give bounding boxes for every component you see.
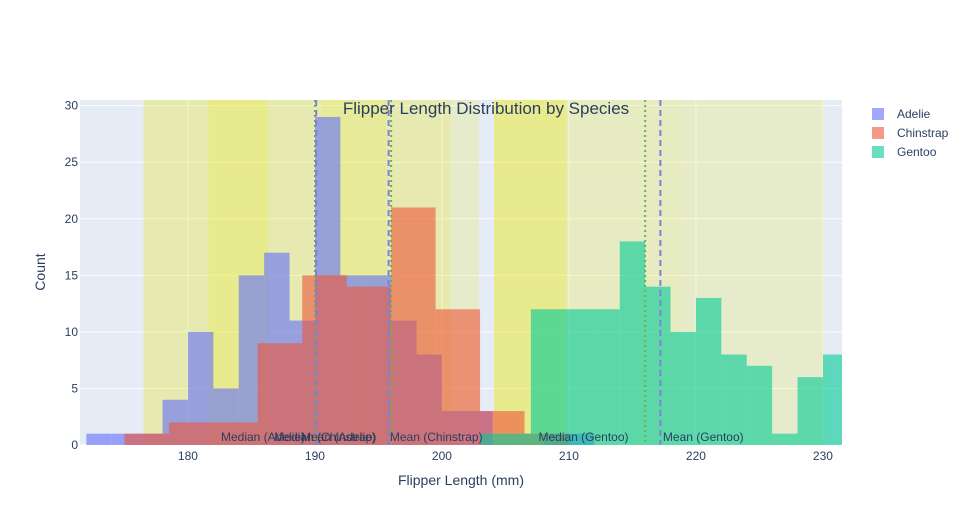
y-tick-label: 5 [71,381,78,395]
bar-chinstrap[interactable] [124,433,169,445]
bar-gentoo[interactable] [772,433,798,445]
legend-label: Adelie [897,107,931,121]
legend-swatch [872,108,884,120]
x-tick-label: 190 [305,449,325,463]
reference-line-label: Median (Chinstrap) [274,430,376,444]
x-axis-ticks: 180 190 200 210 220 230 [178,449,833,463]
bar-gentoo[interactable] [670,331,696,445]
bar-gentoo[interactable] [645,286,671,445]
x-tick-label: 220 [686,449,706,463]
histogram-bars [86,116,842,445]
bar-gentoo[interactable] [721,354,747,445]
legend-item-adelie[interactable]: Adelie [872,107,931,121]
bar-chinstrap[interactable] [302,275,347,445]
bar-chinstrap[interactable] [391,207,436,445]
bar-chinstrap[interactable] [213,422,258,445]
x-tick-label: 210 [559,449,579,463]
reference-line-label: Mean (Adelie) [301,430,376,444]
chart-title: Flipper Length Distribution by Species [343,99,629,118]
y-tick-label: 20 [65,212,79,226]
bar-chinstrap[interactable] [346,286,392,445]
reference-line-labels: Median (Adelie)Median (Chinstrap)Mean (A… [221,430,744,444]
y-tick-label: 15 [65,268,79,282]
bar-gentoo[interactable] [746,365,773,445]
bar-chinstrap[interactable] [168,422,214,445]
reference-line-label: Mean (Gentoo) [663,430,744,444]
bar-adelie[interactable] [86,433,112,445]
y-tick-label: 0 [71,438,78,452]
legend-label: Chinstrap [897,126,949,140]
y-axis-ticks: 0 5 10 15 20 25 30 [65,99,79,452]
bar-gentoo[interactable] [480,433,506,445]
bar-gentoo[interactable] [822,354,842,445]
bar-gentoo[interactable] [695,297,722,445]
bar-gentoo[interactable] [562,309,595,445]
reference-line-label: Mean (Chinstrap) [390,430,483,444]
bar-chinstrap[interactable] [257,343,303,445]
bar-gentoo[interactable] [797,377,823,445]
x-tick-label: 200 [432,449,452,463]
bar-gentoo[interactable] [530,309,563,445]
legend[interactable]: Adelie Chinstrap Gentoo [872,107,949,159]
x-axis-title: Flipper Length (mm) [398,472,524,488]
bar-gentoo[interactable] [594,309,620,445]
bar-gentoo[interactable] [505,433,531,445]
legend-swatch [872,146,884,158]
legend-item-gentoo[interactable]: Gentoo [872,145,937,159]
series-gentoo [480,241,842,445]
legend-item-chinstrap[interactable]: Chinstrap [872,126,949,140]
reference-lines [313,100,662,445]
reference-line-label: Median (Gentoo) [538,430,628,444]
x-tick-label: 230 [813,449,833,463]
bar-chinstrap[interactable] [435,309,481,445]
y-tick-label: 25 [65,155,79,169]
legend-label: Gentoo [897,145,937,159]
y-tick-label: 10 [65,325,79,339]
y-axis-title: Count [32,253,48,290]
y-tick-label: 30 [65,99,79,113]
bar-gentoo[interactable] [619,241,646,445]
reference-line-label: Median (Adelie) [221,430,305,444]
x-tick-label: 180 [178,449,198,463]
legend-swatch [872,127,884,139]
